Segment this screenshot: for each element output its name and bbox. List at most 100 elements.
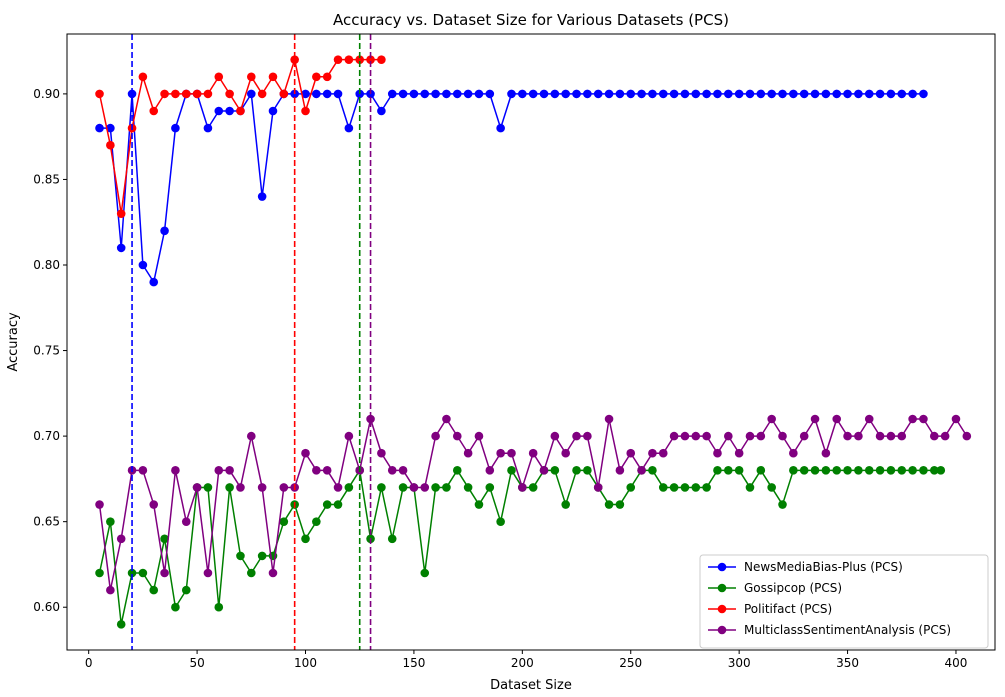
data-point [810,89,820,99]
data-point [116,243,126,253]
data-point [138,568,148,578]
data-point [366,55,375,64]
data-point [767,89,776,99]
data-point [366,414,375,424]
series-newsmediabias-plus-pcs [95,89,928,287]
data-point [106,585,115,595]
data-point [225,466,234,475]
data-point [171,602,180,612]
data-point [246,89,256,99]
data-point [257,551,267,561]
data-point [236,106,245,116]
data-point [452,431,462,441]
legend-item: NewsMediaBias-Plus (PCS) [708,560,903,574]
data-point [496,448,505,458]
data-point [572,431,581,441]
data-point [322,500,332,509]
data-point [431,431,440,441]
data-point [507,89,516,99]
data-point [214,72,224,82]
data-point [301,89,310,99]
data-point [192,89,202,99]
data-point [322,89,332,99]
legend: NewsMediaBias-Plus (PCS) Gossipcop (PCS) P… [699,554,989,649]
data-point [821,466,831,475]
data-point [637,466,646,475]
data-point [778,89,787,99]
x-tick-label: 200 [511,656,534,670]
x-tick-label: 350 [836,656,859,670]
data-point [257,89,267,99]
data-point [789,89,798,99]
data-point [637,89,646,99]
data-point [485,89,495,99]
legend-marker [717,604,727,614]
data-point [572,466,581,475]
data-point [452,466,462,475]
data-point [875,89,885,99]
data-point [897,89,907,99]
data-point [854,89,863,99]
plot-area [95,34,972,650]
data-point [106,517,115,526]
data-point [387,534,397,544]
data-point [518,483,527,492]
data-point [474,431,484,441]
data-point [832,466,842,475]
data-point [734,466,744,475]
data-point [463,89,473,99]
legend-item: Gossipcop (PCS) [708,581,842,595]
data-point [539,89,549,99]
legend-label: NewsMediaBias-Plus (PCS) [744,560,903,574]
y-tick-label: 0.65 [33,515,60,529]
data-point [485,483,495,492]
data-point [702,431,711,441]
data-point [442,414,451,424]
axes-frame [66,33,996,651]
data-point [962,431,972,441]
data-point [821,448,831,458]
data-point [377,55,386,64]
data-point [203,89,213,99]
data-point [312,466,321,475]
data-point [322,466,332,475]
data-point [116,534,126,544]
x-tick-label: 100 [294,656,317,670]
data-point [799,89,809,99]
x-tick-label: 50 [189,656,204,670]
data-point [864,89,874,99]
data-point [658,483,668,492]
data-point [398,466,408,475]
data-point [680,89,690,99]
data-point [539,466,549,475]
y-axis-label: Accuracy [6,312,21,372]
legend-item: Politifact (PCS) [708,602,832,616]
data-point [756,466,766,475]
data-point [181,517,191,526]
data-point [279,517,289,526]
data-point [463,448,473,458]
data-point [138,466,148,475]
data-point [875,431,885,441]
data-point [778,500,787,509]
data-point [420,568,430,578]
data-point [398,483,408,492]
data-point [561,500,570,509]
data-point [691,483,701,492]
data-point [279,89,289,99]
data-point [724,431,733,441]
legend-item: MulticlassSentimentAnalysis (PCS) [708,623,951,637]
data-point [724,466,733,475]
data-point [344,123,354,133]
data-point [377,483,386,492]
data-point [257,483,267,492]
data-point [951,414,961,424]
data-point [225,89,234,99]
data-point [832,89,842,99]
y-tick-label: 0.85 [33,172,60,186]
data-point [149,585,159,595]
data-point [377,448,386,458]
legend-label: Politifact (PCS) [744,602,832,616]
